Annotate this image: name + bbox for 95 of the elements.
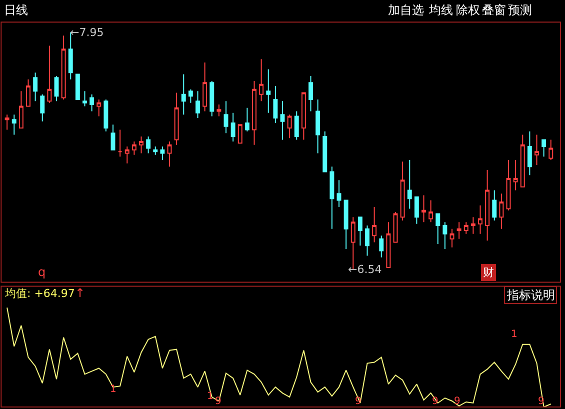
candlestick xyxy=(224,100,228,134)
candlestick xyxy=(96,98,102,117)
candlestick xyxy=(124,146,130,164)
text: 均线 xyxy=(428,3,453,17)
text: 指标说明 xyxy=(506,288,555,302)
candlestick xyxy=(456,222,462,240)
candlestick xyxy=(61,35,66,100)
candlestick xyxy=(527,130,532,176)
candlestick xyxy=(160,146,165,160)
annotation: 1 xyxy=(207,391,214,402)
candlestick xyxy=(252,80,256,146)
candlestick xyxy=(54,75,59,102)
candlestick xyxy=(181,74,186,116)
candlestick xyxy=(470,216,476,234)
candlestick xyxy=(280,100,285,140)
candlestick xyxy=(308,75,313,112)
candlestick xyxy=(273,86,278,124)
text: 日线 xyxy=(4,3,28,17)
candlestick xyxy=(294,110,299,140)
candlestick xyxy=(330,166,334,230)
text: 预测 xyxy=(508,3,532,17)
candlestick xyxy=(358,216,362,246)
candlestick xyxy=(548,139,554,160)
candlestick xyxy=(322,130,328,172)
text: 除权 xyxy=(456,3,480,17)
candlestick xyxy=(428,200,434,223)
candlestick xyxy=(188,88,193,104)
candlestick xyxy=(542,139,546,158)
candlestick xyxy=(216,104,222,117)
candlestick xyxy=(4,114,10,130)
annotation: ←6.54 xyxy=(348,263,382,276)
candlestick xyxy=(47,45,52,104)
text: ↑ xyxy=(75,286,86,300)
candlestick xyxy=(196,90,200,118)
candlestick xyxy=(414,196,419,224)
candlestick xyxy=(287,114,292,139)
candlestick xyxy=(400,161,405,221)
candlestick xyxy=(202,62,208,112)
candlestick xyxy=(372,206,377,243)
candlestick xyxy=(259,58,264,102)
candlestick xyxy=(520,134,525,188)
candlestick xyxy=(365,224,370,256)
candlestick xyxy=(436,213,440,244)
candlestick xyxy=(336,180,342,208)
candlestick xyxy=(146,136,151,154)
candlestick xyxy=(33,72,38,102)
candlestick xyxy=(230,112,236,142)
candlestick xyxy=(393,212,398,243)
candlestick xyxy=(153,146,158,156)
candlestick xyxy=(301,92,306,140)
candlestick xyxy=(506,159,511,211)
candlestick xyxy=(379,235,384,258)
candlestick xyxy=(244,107,250,132)
annotation: 9 xyxy=(454,396,460,407)
text: 均值: +64.97 xyxy=(4,287,75,300)
candlestick xyxy=(464,222,468,234)
candlestick xyxy=(513,159,518,191)
candlestick xyxy=(167,140,172,168)
annotation: 1 xyxy=(511,329,518,340)
candlestick xyxy=(75,74,80,100)
candlestick xyxy=(485,170,490,242)
annotation: 9 xyxy=(432,396,438,407)
text: 叠窗 xyxy=(482,3,506,17)
candlestick xyxy=(386,222,391,268)
candlestick xyxy=(499,193,504,230)
annotation: 1 xyxy=(110,384,116,395)
candlestick xyxy=(18,90,24,129)
candlestick xyxy=(492,190,497,221)
text: 加自选 xyxy=(388,3,424,17)
candlestick xyxy=(104,98,108,132)
candlestick xyxy=(442,222,448,250)
candlestick xyxy=(90,94,94,112)
candlestick xyxy=(407,159,412,210)
candlestick xyxy=(344,200,348,250)
candlestick xyxy=(174,92,179,146)
candlestick xyxy=(118,129,122,158)
candlestick xyxy=(266,68,271,114)
candlestick xyxy=(422,194,426,223)
candlestick xyxy=(110,124,116,150)
candlestick xyxy=(132,140,136,156)
annotation: ←7.95 xyxy=(70,26,104,39)
candlestick xyxy=(26,78,30,107)
annotation: q xyxy=(38,265,46,279)
candlestick xyxy=(450,228,454,248)
candlestick xyxy=(534,134,539,166)
candlestick xyxy=(478,204,482,234)
candlestick xyxy=(210,80,214,117)
candlestick xyxy=(82,90,87,107)
candlestick xyxy=(238,124,242,144)
candlestick xyxy=(40,94,45,122)
candlestick xyxy=(316,98,320,154)
annotation: 9 xyxy=(355,396,362,407)
candlestick xyxy=(12,114,16,136)
candlestick xyxy=(139,136,144,154)
annotation: 财 xyxy=(483,266,494,279)
